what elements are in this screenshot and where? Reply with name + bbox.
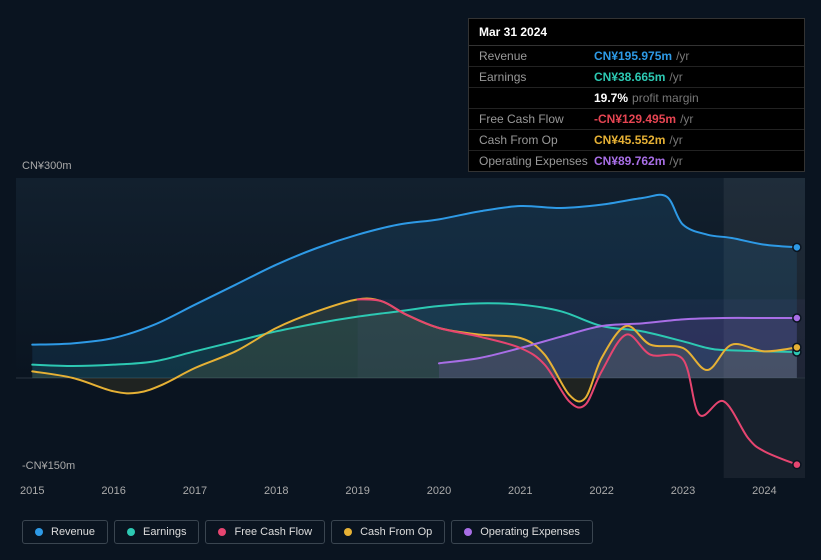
tooltip-row: Free Cash Flow-CN¥129.495m/yr xyxy=(469,109,804,130)
legend-label: Operating Expenses xyxy=(480,526,580,538)
x-tick-label: 2023 xyxy=(671,485,695,497)
tooltip-row-value: CN¥38.665m/yr xyxy=(594,70,683,84)
legend-dot-icon xyxy=(344,528,352,536)
x-tick-label: 2015 xyxy=(20,485,44,497)
x-tick-label: 2024 xyxy=(752,485,776,497)
x-tick-label: 2019 xyxy=(345,485,369,497)
tooltip-row-label: Free Cash Flow xyxy=(479,112,594,126)
x-tick-label: 2017 xyxy=(183,485,207,497)
chart-plot-area[interactable] xyxy=(16,178,805,478)
legend-label: Free Cash Flow xyxy=(234,526,312,538)
tooltip-row-label: Cash From Op xyxy=(479,133,594,147)
tooltip-row-value: -CN¥129.495m/yr xyxy=(594,112,693,126)
x-tick-label: 2018 xyxy=(264,485,288,497)
legend-item-operating-expenses[interactable]: Operating Expenses xyxy=(451,520,593,544)
tooltip-row-label: Operating Expenses xyxy=(479,154,594,168)
tooltip-row: 19.7%profit margin xyxy=(469,88,804,109)
legend-dot-icon xyxy=(218,528,226,536)
tooltip-row-label xyxy=(479,91,594,105)
x-tick-label: 2016 xyxy=(101,485,125,497)
tooltip-row: Cash From OpCN¥45.552m/yr xyxy=(469,130,804,151)
legend-dot-icon xyxy=(35,528,43,536)
tooltip-date: Mar 31 2024 xyxy=(469,19,804,46)
chart-svg xyxy=(16,178,805,478)
tooltip-row: RevenueCN¥195.975m/yr xyxy=(469,46,804,67)
legend: Revenue Earnings Free Cash Flow Cash From O… xyxy=(22,520,593,544)
tooltip-row: Operating ExpensesCN¥89.762m/yr xyxy=(469,151,804,171)
x-tick-label: 2021 xyxy=(508,485,532,497)
tooltip-row: EarningsCN¥38.665m/yr xyxy=(469,67,804,88)
x-tick-label: 2022 xyxy=(589,485,613,497)
legend-item-earnings[interactable]: Earnings xyxy=(114,520,199,544)
legend-item-revenue[interactable]: Revenue xyxy=(22,520,108,544)
tooltip-row-value: CN¥195.975m/yr xyxy=(594,49,689,63)
tooltip-row-label: Earnings xyxy=(479,70,594,84)
tooltip-card: Mar 31 2024 RevenueCN¥195.975m/yrEarning… xyxy=(468,18,805,172)
legend-dot-icon xyxy=(464,528,472,536)
tooltip-row-label: Revenue xyxy=(479,49,594,63)
legend-label: Revenue xyxy=(51,526,95,538)
legend-item-free-cash-flow[interactable]: Free Cash Flow xyxy=(205,520,325,544)
y-tick-top: CN¥300m xyxy=(22,160,72,172)
tooltip-row-value: 19.7%profit margin xyxy=(594,91,699,105)
legend-label: Cash From Op xyxy=(360,526,432,538)
tooltip-row-value: CN¥45.552m/yr xyxy=(594,133,683,147)
x-tick-label: 2020 xyxy=(427,485,451,497)
legend-label: Earnings xyxy=(143,526,186,538)
legend-item-cash-from-op[interactable]: Cash From Op xyxy=(331,520,445,544)
legend-dot-icon xyxy=(127,528,135,536)
tooltip-row-value: CN¥89.762m/yr xyxy=(594,154,683,168)
